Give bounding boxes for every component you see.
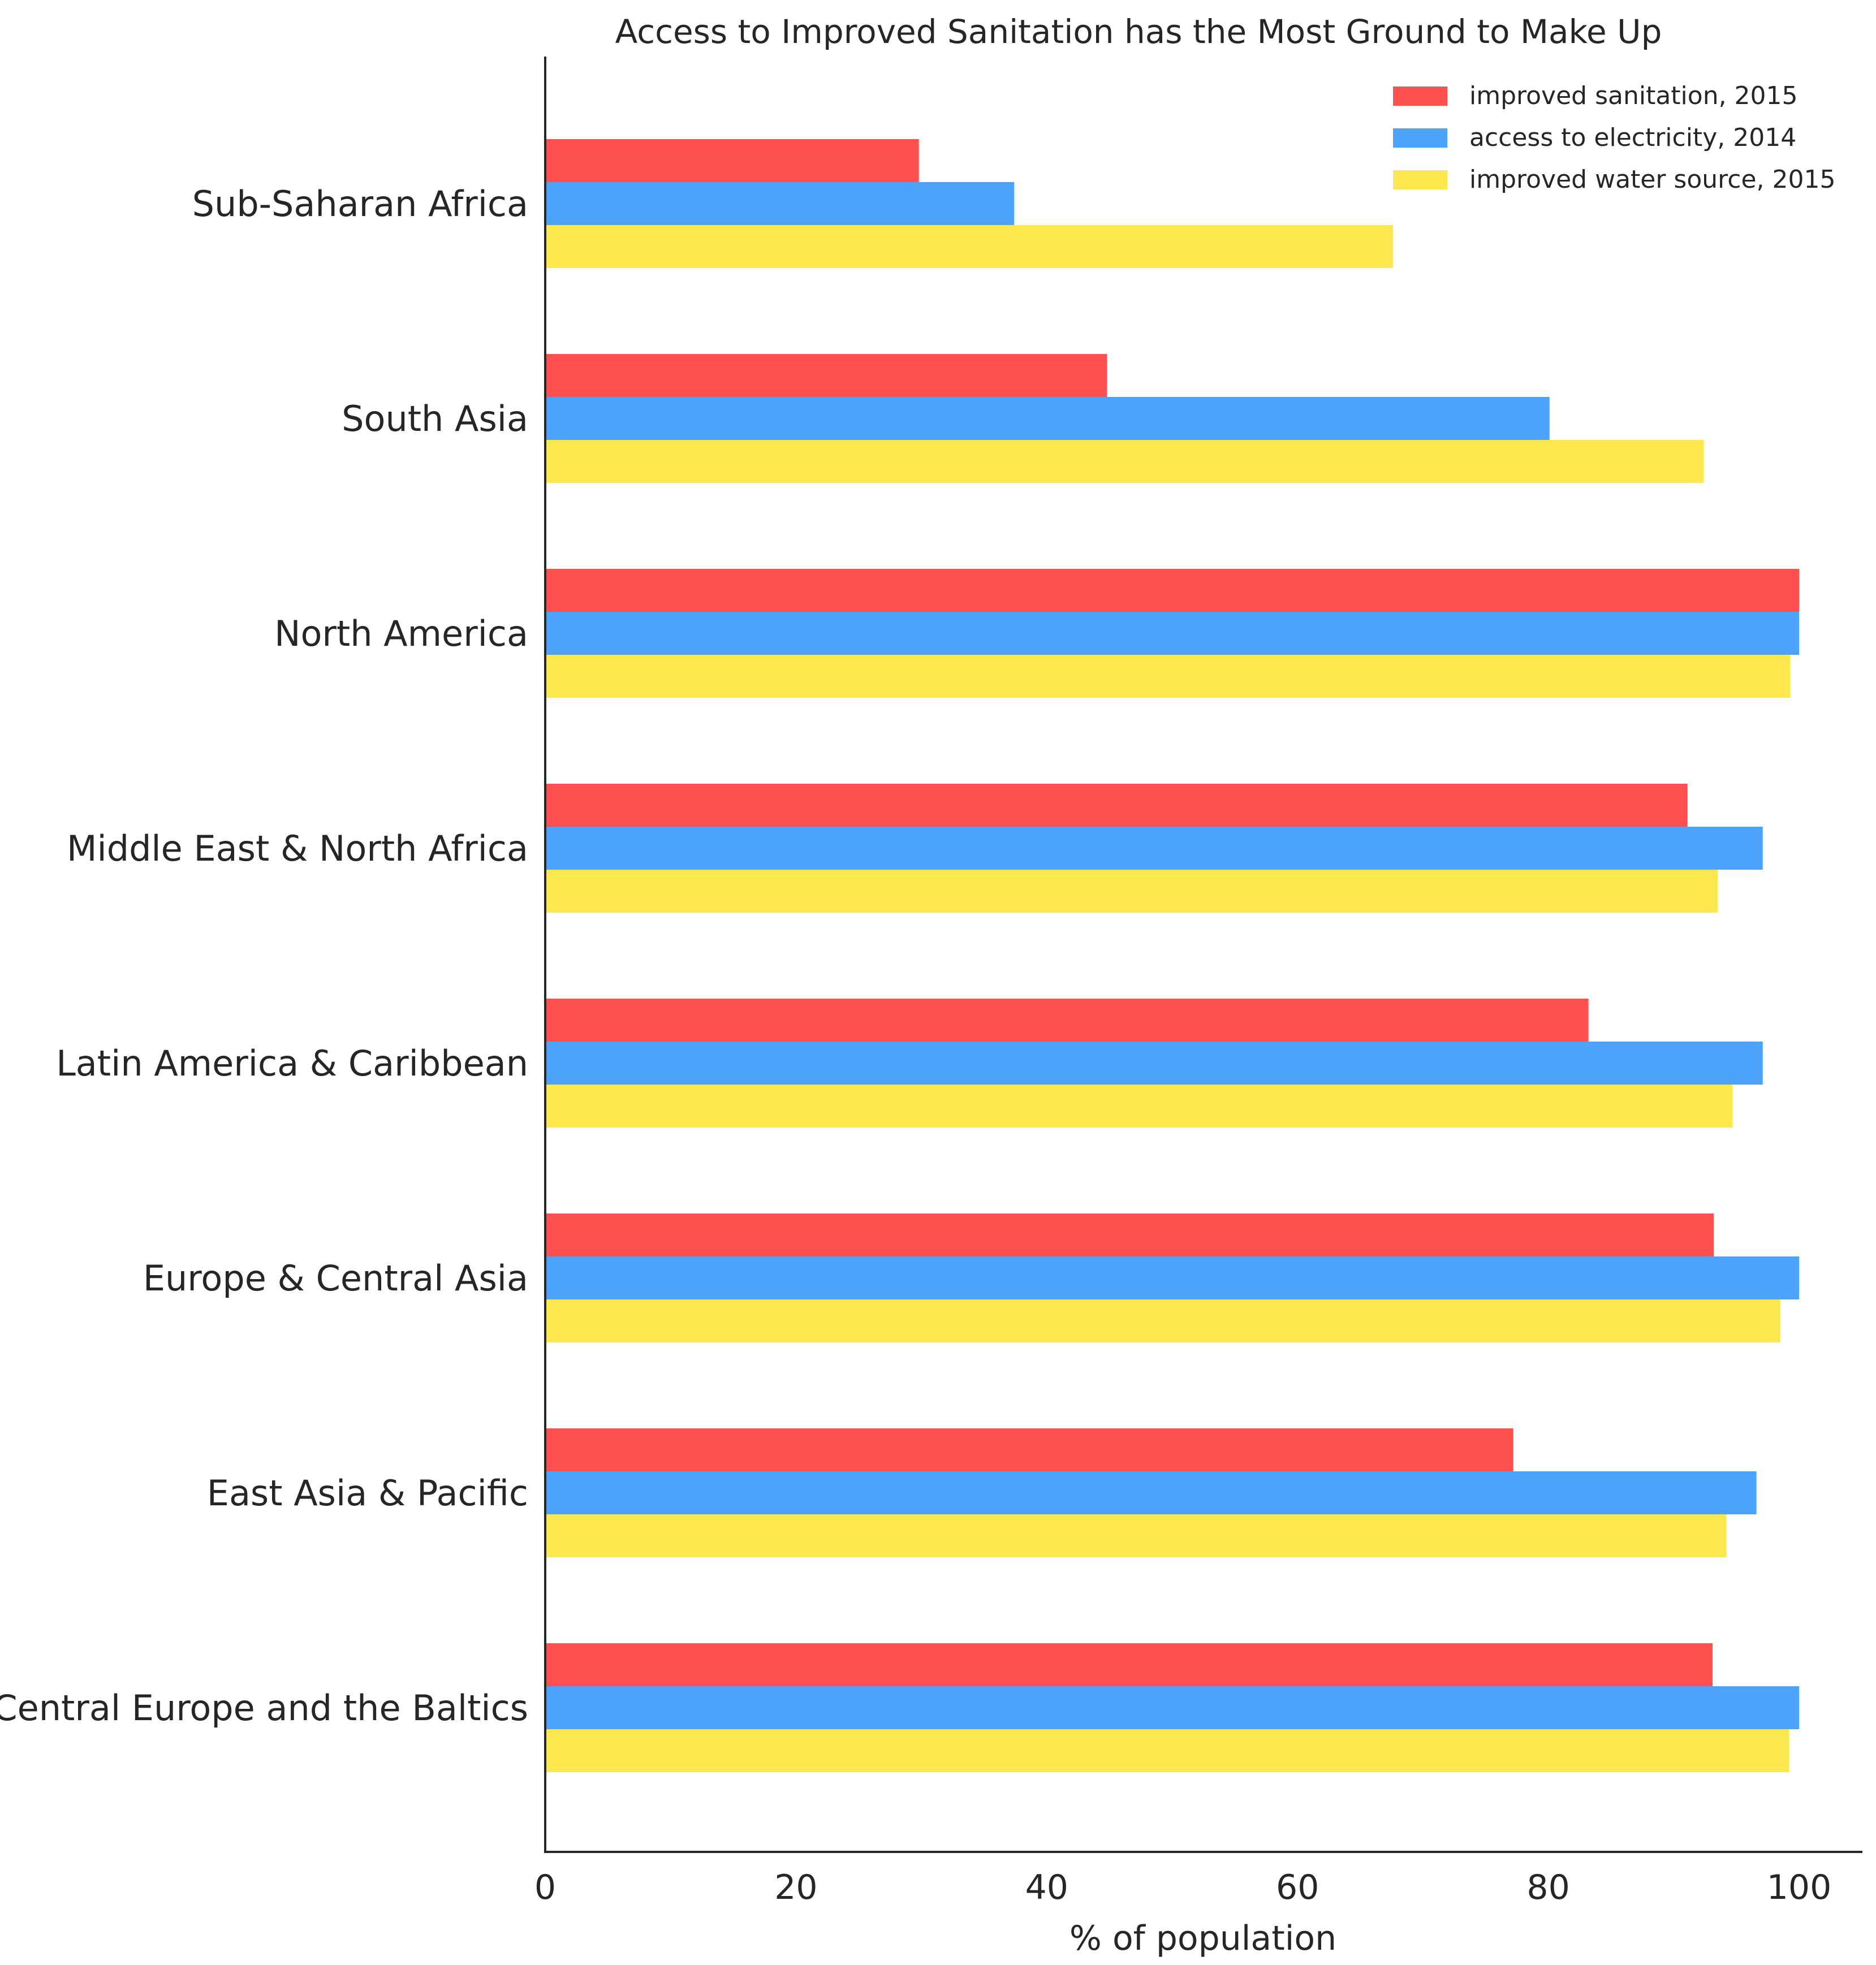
bar-latin-america-and-caribbean-improved-sanitation-2015 [545,999,1589,1042]
bar-europe-and-central-asia-improved-water-source-2015 [545,1299,1780,1342]
bar-south-asia-access-to-electricity-2014 [545,397,1550,440]
bar-sub-saharan-africa-improved-water-source-2015 [545,225,1393,268]
legend-swatch-access-to-electricity-2014 [1393,128,1447,148]
bar-central-europe-and-the-baltics-improved-water-source-2015 [545,1729,1789,1772]
bar-north-america-improved-water-source-2015 [545,655,1791,698]
bar-north-america-improved-sanitation-2015 [545,569,1799,612]
bar-central-europe-and-the-baltics-access-to-electricity-2014 [545,1686,1799,1729]
bar-middle-east-and-north-africa-improved-water-source-2015 [545,870,1718,913]
x-ticks: 0 20 40 60 80 100 [534,1868,1831,1907]
category-label-sub-saharan-africa: Sub-Saharan Africa [192,183,528,224]
legend-label-improved-sanitation-2015: improved sanitation, 2015 [1469,81,1798,110]
bar-south-asia-improved-water-source-2015 [545,440,1704,483]
category-labels: Sub-Saharan Africa South Asia North Americ… [0,183,528,1729]
x-tick-0: 0 [534,1868,556,1907]
bar-middle-east-and-north-africa-access-to-electricity-2014 [545,827,1763,870]
x-tick-80: 80 [1526,1868,1569,1907]
bar-east-asia-and-pacific-access-to-electricity-2014 [545,1471,1757,1514]
legend-label-access-to-electricity-2014: access to electricity, 2014 [1469,123,1796,152]
bar-europe-and-central-asia-access-to-electricity-2014 [545,1256,1799,1299]
category-label-europe-and-central-asia: Europe & Central Asia [143,1258,528,1299]
category-label-latin-america-and-caribbean: Latin America & Caribbean [56,1043,528,1084]
legend-swatch-improved-water-source-2015 [1393,170,1447,189]
bar-north-america-access-to-electricity-2014 [545,612,1799,655]
category-label-central-europe-and-the-baltics: Central Europe and the Baltics [0,1687,528,1729]
bar-east-asia-and-pacific-improved-sanitation-2015 [545,1428,1513,1471]
bar-central-europe-and-the-baltics-improved-sanitation-2015 [545,1643,1713,1686]
category-label-east-asia-and-pacific: East Asia & Pacific [207,1472,528,1514]
legend: improved sanitation, 2015 access to elect… [1393,81,1836,194]
category-label-north-america: North America [274,613,528,654]
bar-middle-east-and-north-africa-improved-sanitation-2015 [545,784,1688,827]
legend-label-improved-water-source-2015: improved water source, 2015 [1469,165,1836,194]
x-tick-100: 100 [1767,1868,1832,1907]
x-tick-60: 60 [1276,1868,1319,1907]
bar-sub-saharan-africa-access-to-electricity-2014 [545,182,1015,225]
bar-east-asia-and-pacific-improved-water-source-2015 [545,1514,1727,1557]
x-tick-40: 40 [1025,1868,1068,1907]
x-tick-20: 20 [774,1868,817,1907]
legend-swatch-improved-sanitation-2015 [1393,87,1447,106]
chart-title: Access to Improved Sanitation has the Mo… [615,12,1662,51]
bar-europe-and-central-asia-improved-sanitation-2015 [545,1213,1714,1256]
bar-sub-saharan-africa-improved-sanitation-2015 [545,139,919,182]
category-label-middle-east-and-north-africa: Middle East & North Africa [67,828,528,869]
bar-latin-america-and-caribbean-access-to-electricity-2014 [545,1042,1763,1085]
bar-latin-america-and-caribbean-improved-water-source-2015 [545,1085,1733,1128]
x-axis-label: % of population [1069,1919,1336,1958]
bars-group [545,139,1799,1772]
bar-south-asia-improved-sanitation-2015 [545,354,1107,397]
category-label-south-asia: South Asia [342,398,528,439]
